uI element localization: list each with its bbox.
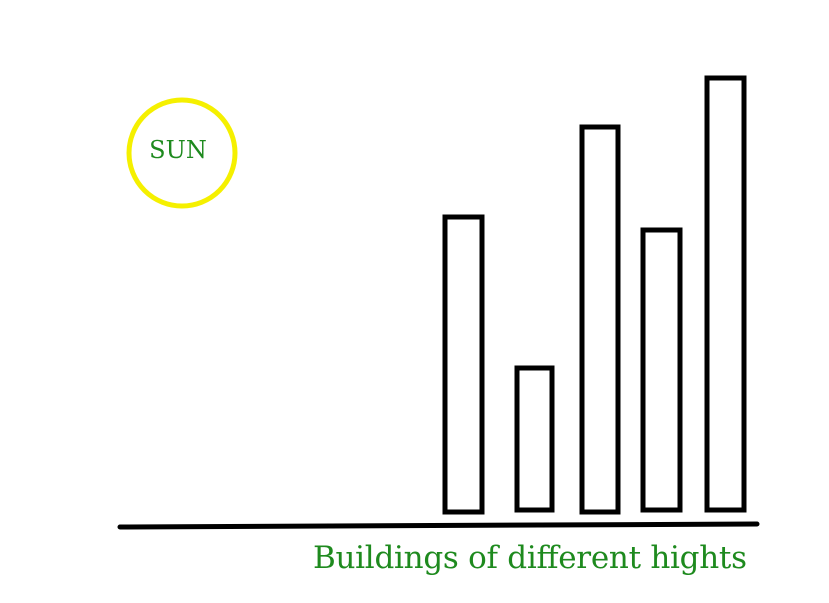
buildings: [442, 75, 747, 515]
building: [442, 214, 485, 515]
ground: [117, 521, 760, 530]
building: [704, 75, 747, 513]
sun-label: SUN: [149, 136, 207, 164]
building: [514, 365, 555, 513]
sun: [126, 97, 238, 209]
building: [579, 124, 621, 515]
building: [640, 227, 683, 513]
caption: Buildings of different hights: [313, 540, 747, 576]
